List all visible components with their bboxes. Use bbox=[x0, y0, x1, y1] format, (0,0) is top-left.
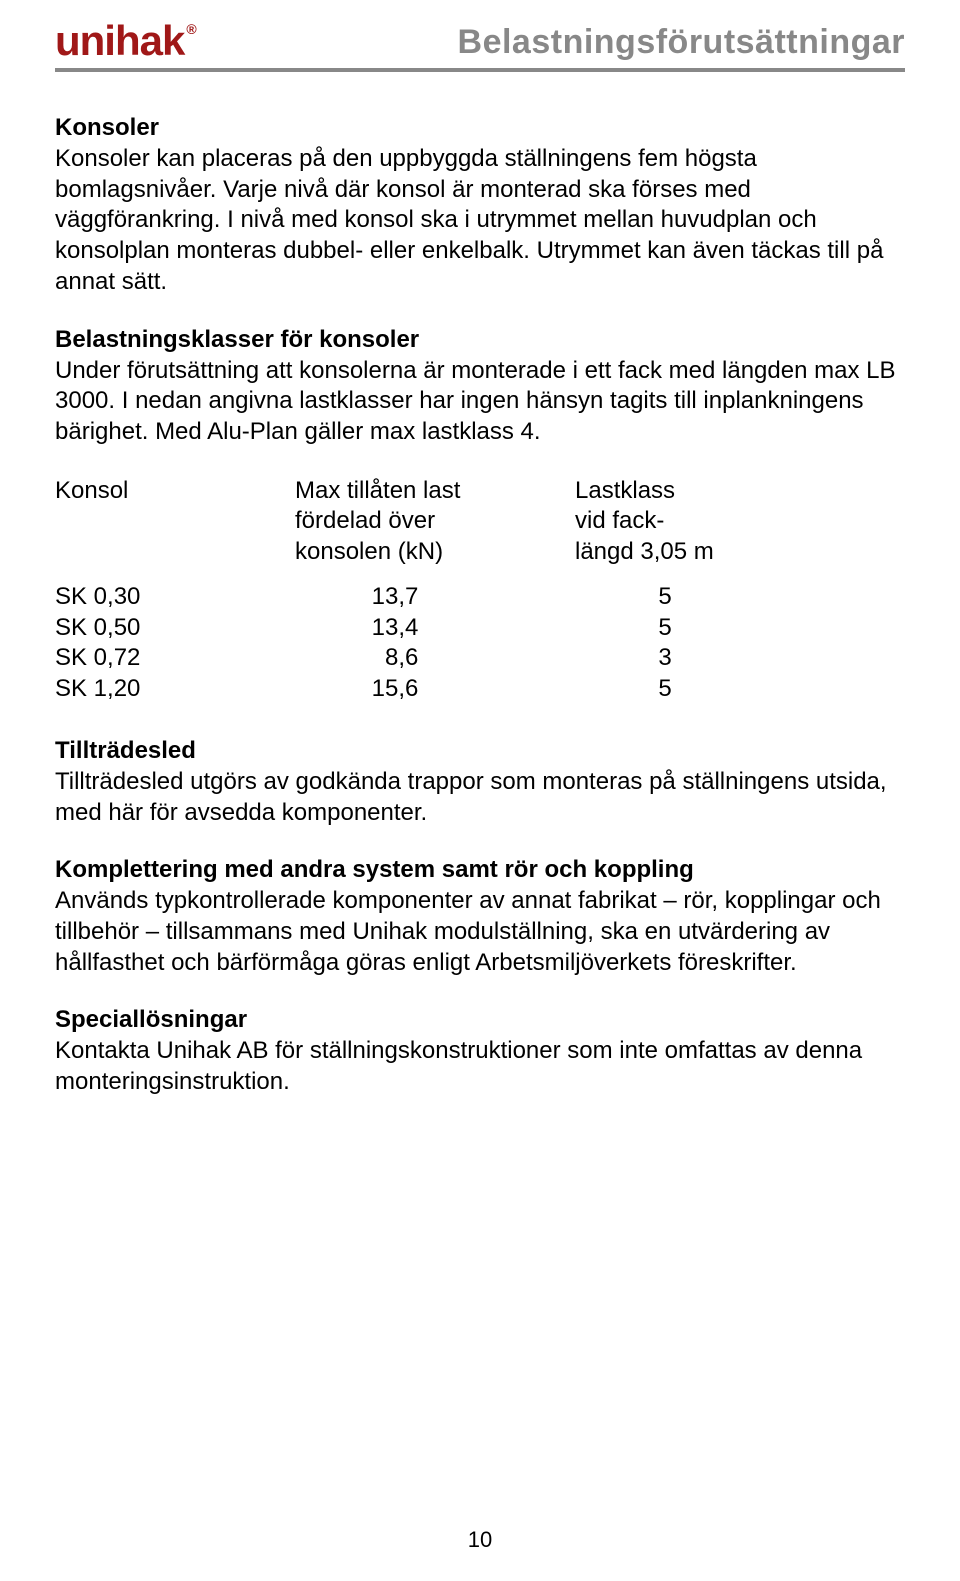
th-konsol: Konsol bbox=[55, 477, 128, 504]
table-header-col2: Max tillåten last fördelad över konsolen… bbox=[255, 476, 535, 568]
logo-text: unihak bbox=[55, 20, 184, 62]
text-belastningsklasser: Under förutsättning att konsolerna är mo… bbox=[55, 356, 905, 448]
heading-komplettering: Komplettering med andra system samt rör … bbox=[55, 856, 905, 884]
cell-maxlast: 8,6 bbox=[255, 643, 535, 674]
cell-lastklass: 5 bbox=[535, 613, 795, 644]
text-konsoler: Konsoler kan placeras på den uppbyggda s… bbox=[55, 144, 905, 298]
th-maxlast-l2: fördelad över bbox=[295, 506, 535, 537]
section-tilltradesled: Tillträdesled Tillträdesled utgörs av go… bbox=[55, 737, 905, 828]
cell-maxlast: 13,4 bbox=[255, 613, 535, 644]
th-lastklass-l2: vid fack- bbox=[575, 506, 795, 537]
th-lastklass-l3: längd 3,05 m bbox=[575, 537, 795, 568]
heading-belastningsklasser: Belastningsklasser för konsoler bbox=[55, 326, 905, 354]
th-maxlast-l3: konsolen (kN) bbox=[295, 537, 535, 568]
page-number: 10 bbox=[0, 1527, 960, 1553]
cell-konsol: SK 1,20 bbox=[55, 674, 255, 705]
logo: unihak ® bbox=[55, 20, 196, 62]
cell-lastklass: 5 bbox=[535, 582, 795, 613]
heading-tilltradesled: Tillträdesled bbox=[55, 737, 905, 765]
section-belastningsklasser: Belastningsklasser för konsoler Under fö… bbox=[55, 326, 905, 448]
page-header: unihak ® Belastningsförutsättningar bbox=[55, 20, 905, 72]
cell-konsol: SK 0,30 bbox=[55, 582, 255, 613]
page-title: Belastningsförutsättningar bbox=[458, 23, 905, 62]
cell-lastklass: 5 bbox=[535, 674, 795, 705]
th-lastklass-l1: Lastklass bbox=[575, 476, 795, 507]
cell-maxlast: 15,6 bbox=[255, 674, 535, 705]
text-speciallosningar: Kontakta Unihak AB för ställningskonstru… bbox=[55, 1036, 905, 1097]
table-row: SK 0,50 13,4 5 bbox=[55, 613, 905, 644]
table-header-col3: Lastklass vid fack- längd 3,05 m bbox=[535, 476, 795, 568]
heading-speciallosningar: Speciallösningar bbox=[55, 1006, 905, 1034]
text-komplettering: Används typkontrollerade komponenter av … bbox=[55, 886, 905, 978]
cell-konsol: SK 0,50 bbox=[55, 613, 255, 644]
table-row: SK 1,20 15,6 5 bbox=[55, 674, 905, 705]
table-row: SK 0,72 8,6 3 bbox=[55, 643, 905, 674]
table-header-col1: Konsol bbox=[55, 476, 255, 568]
section-komplettering: Komplettering med andra system samt rör … bbox=[55, 856, 905, 978]
th-maxlast-l1: Max tillåten last bbox=[295, 476, 535, 507]
konsol-table: Konsol Max tillåten last fördelad över k… bbox=[55, 476, 905, 705]
cell-lastklass: 3 bbox=[535, 643, 795, 674]
heading-konsoler: Konsoler bbox=[55, 114, 905, 142]
registered-icon: ® bbox=[186, 22, 195, 36]
cell-konsol: SK 0,72 bbox=[55, 643, 255, 674]
section-konsoler: Konsoler Konsoler kan placeras på den up… bbox=[55, 114, 905, 298]
table-header-row: Konsol Max tillåten last fördelad över k… bbox=[55, 476, 905, 568]
section-speciallosningar: Speciallösningar Kontakta Unihak AB för … bbox=[55, 1006, 905, 1097]
text-tilltradesled: Tillträdesled utgörs av godkända trappor… bbox=[55, 767, 905, 828]
table-row: SK 0,30 13,7 5 bbox=[55, 582, 905, 613]
cell-maxlast: 13,7 bbox=[255, 582, 535, 613]
